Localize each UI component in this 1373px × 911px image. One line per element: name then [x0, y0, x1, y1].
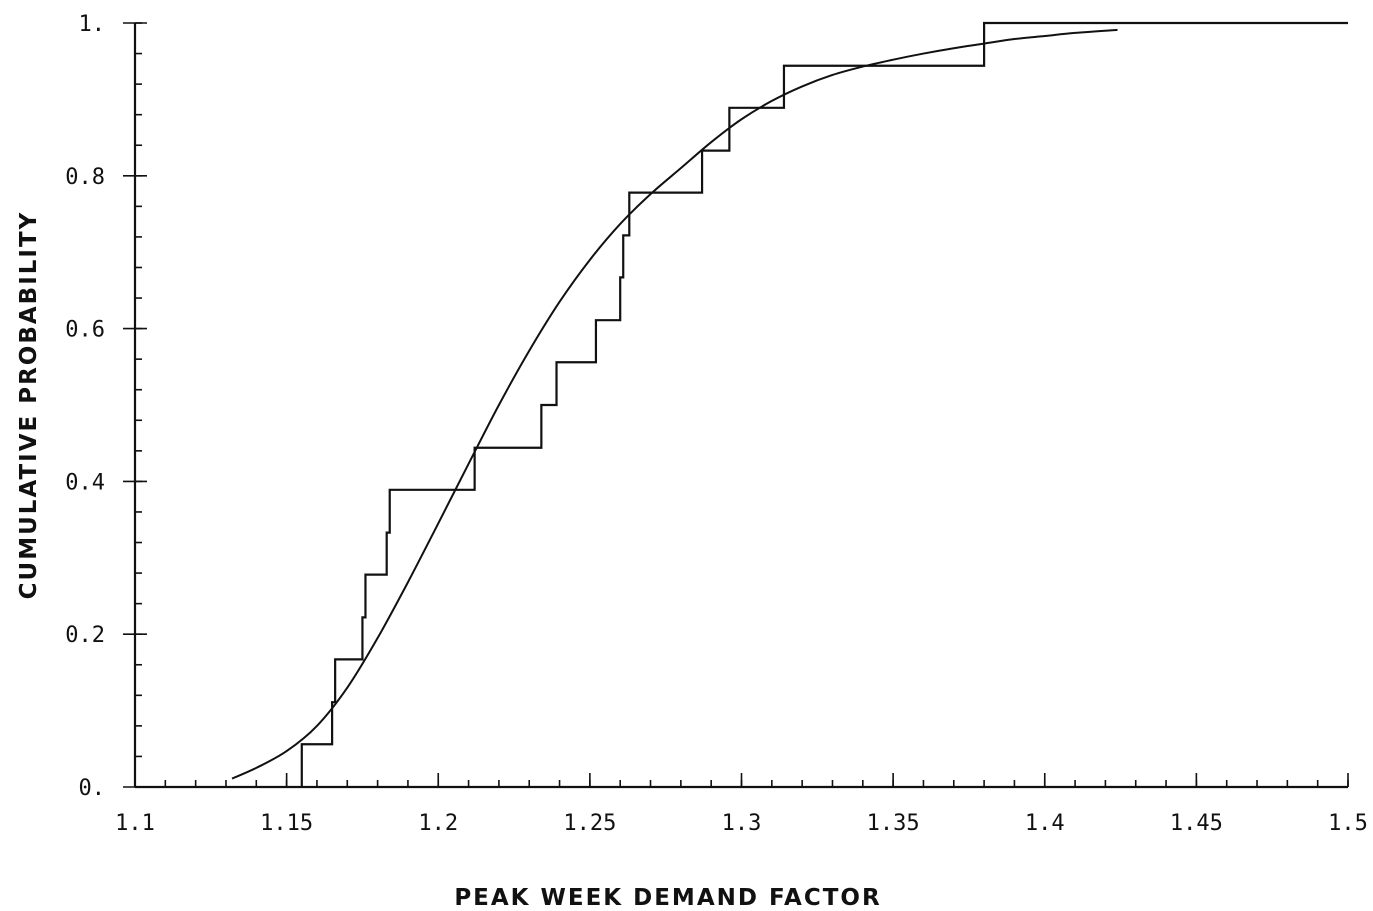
series-layer [231, 21, 1348, 787]
x-tick-label: 1.25 [563, 811, 616, 836]
y-axis-title: CUMULATIVE PROBABILITY [16, 211, 42, 600]
x-tick-label: 1.45 [1170, 811, 1223, 836]
tick-labels: 1.1 1.15 1.2 1.25 1.3 1.35 1.4 1.45 1.5 0. 0.2 0.4 0… [65, 12, 1368, 836]
y-tick-label: 0.6 [65, 318, 105, 343]
axis-ticks [123, 22, 1349, 788]
y-tick-label: 1. [79, 12, 106, 37]
x-tick-label: 1.3 [722, 811, 762, 836]
x-tick-label: 1.4 [1025, 811, 1065, 836]
x-axis-title: PEAK WEEK DEMAND FACTOR [454, 885, 881, 911]
y-tick-label: 0.2 [65, 623, 105, 648]
empirical-cdf-step-line [300, 21, 1348, 787]
x-tick-label: 1.1 [115, 811, 155, 836]
y-tick-label: 0.8 [65, 165, 105, 190]
x-tick-label: 1.15 [260, 811, 313, 836]
x-tick-label: 1.5 [1328, 811, 1368, 836]
axes [133, 23, 1348, 789]
x-tick-label: 1.35 [867, 811, 920, 836]
fitted-cdf-curve [231, 28, 1118, 780]
y-tick-label: 0.4 [65, 470, 105, 495]
x-tick-label: 1.2 [418, 811, 458, 836]
y-tick-label: 0. [79, 776, 106, 801]
